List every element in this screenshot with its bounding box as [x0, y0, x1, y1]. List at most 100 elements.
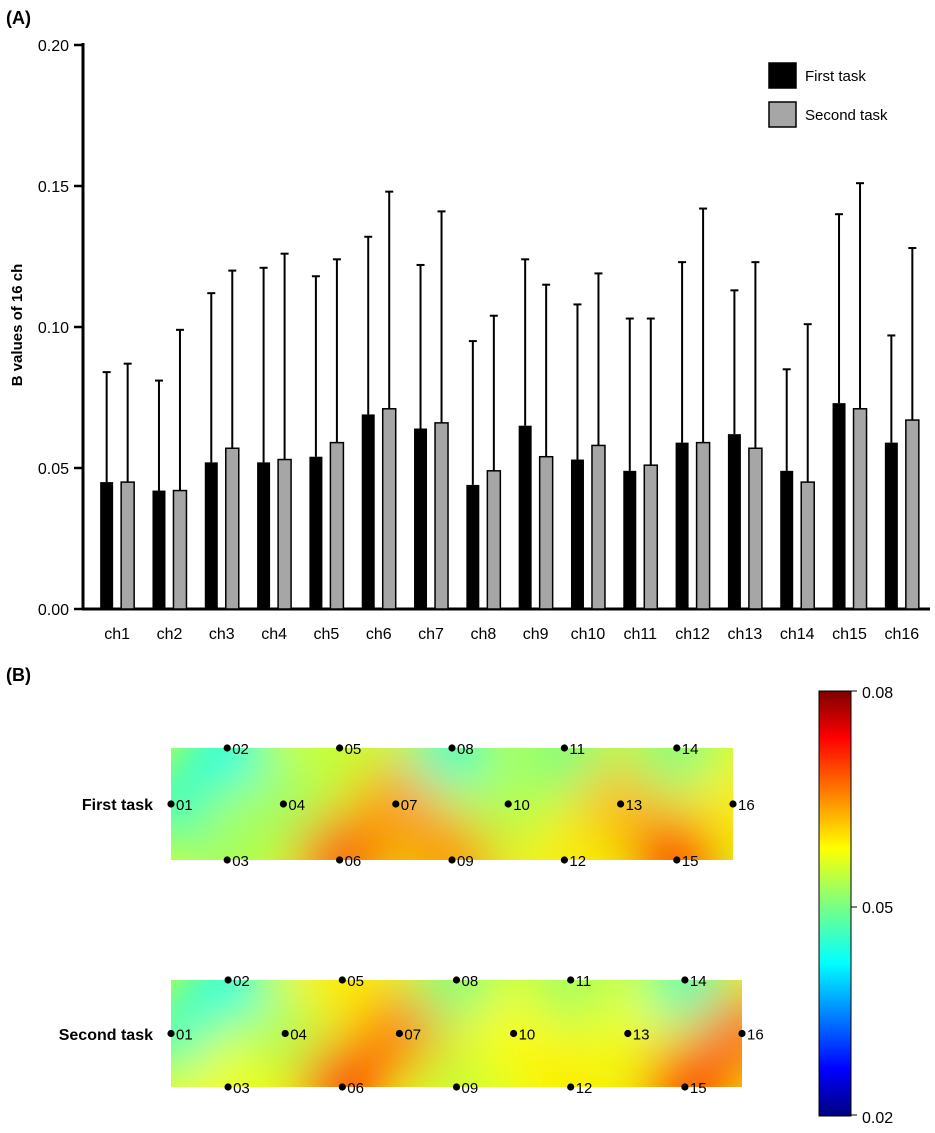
channel-dot	[223, 744, 231, 752]
channel-dot	[452, 976, 461, 984]
heatmap-second-task: 01 02 03 04 05 06 07 08 09 10 11 12 13 14 15 16	[167, 973, 764, 1097]
bar-second-task-ch14	[800, 481, 815, 610]
channel-dot	[279, 800, 287, 808]
channel-dot	[392, 800, 400, 808]
bar-first-task-ch4	[257, 462, 271, 609]
bar-first-task-ch10	[570, 459, 584, 609]
y-tick-label: 0.10	[38, 320, 69, 337]
panel-a-label: (A)	[6, 8, 31, 28]
legend-label-second-task: Second task	[805, 107, 888, 124]
channel-dot	[624, 1029, 632, 1038]
heatmap-title-first-task: First task	[82, 797, 153, 814]
bar-first-task-ch16	[884, 442, 898, 609]
heatmap-blob-ch01	[171, 762, 213, 846]
channel-dot	[448, 856, 456, 864]
colorbar-label-max: 0.08	[862, 685, 893, 702]
channel-dot	[336, 856, 344, 864]
bar-first-task-ch7	[414, 428, 428, 609]
channel-label: 12	[576, 1080, 593, 1097]
x-tick-label: ch5	[314, 626, 340, 643]
channel-label: 10	[513, 797, 530, 814]
bar-second-task-ch5	[329, 441, 345, 610]
bar-second-task-ch10	[591, 444, 606, 610]
channel-dot	[224, 1083, 232, 1091]
channel-dot	[395, 1029, 403, 1038]
y-tick-label: 0.20	[38, 38, 69, 55]
bar-second-task-ch9	[538, 455, 554, 610]
heatmap-blob-ch03	[186, 1045, 271, 1087]
bar-second-task-ch6	[381, 408, 397, 610]
channel-label: 04	[290, 1027, 307, 1044]
channel-label: 02	[232, 741, 249, 758]
channel-dot	[338, 976, 346, 984]
channel-label: 09	[462, 1080, 479, 1097]
bar-second-task-ch15	[852, 408, 868, 610]
channel-dot	[336, 744, 344, 752]
channel-dot	[338, 1083, 346, 1091]
channel-dot	[567, 976, 575, 984]
bar-first-task-ch2	[152, 490, 166, 609]
x-tick-label: ch16	[884, 626, 919, 643]
heatmap-first-task: 01 02 03 04 05 06 07 08 09 10 11 12 13 14 15 16	[167, 741, 755, 870]
heatmap-blob-ch06	[300, 1045, 385, 1087]
bar-second-task-ch16	[905, 419, 920, 610]
heatmap-surface	[171, 748, 733, 860]
bar-second-task-ch7	[434, 422, 449, 610]
channel-dot	[560, 856, 569, 864]
heatmap-blob-ch09	[414, 1045, 499, 1087]
bar-first-task-ch8	[466, 484, 480, 609]
x-tick-label: ch14	[780, 626, 815, 643]
x-axis: ch1 ch2 ch3 ch4 ch5 ch6 ch7 ch8 ch9 ch10 ch11 ch12 c…	[82, 607, 930, 643]
heatmap-title-second-task: Second task	[59, 1027, 153, 1044]
bar-second-task-ch3	[225, 447, 240, 610]
bar-first-task-ch15	[832, 403, 846, 609]
channel-label: 14	[682, 741, 699, 758]
heatmap-blob-ch12	[522, 818, 607, 860]
channel-dot	[673, 856, 681, 864]
channel-label: 15	[690, 1080, 707, 1097]
channel-label: 08	[457, 741, 474, 758]
channel-dot	[729, 800, 737, 808]
bars	[100, 403, 920, 610]
bar-second-task-ch13	[748, 447, 763, 610]
x-tick-label: ch4	[261, 626, 287, 643]
channel-label: 08	[462, 973, 479, 990]
colorbar-label-min: 0.02	[862, 1110, 893, 1127]
channel-label: 05	[345, 741, 362, 758]
channel-label: 07	[404, 1027, 421, 1044]
channel-dot	[167, 1029, 175, 1038]
bar-second-task-ch4	[277, 458, 292, 610]
heatmap-blob-ch05	[300, 980, 385, 1022]
bar-second-task-ch8	[486, 470, 502, 610]
bar-first-task-ch14	[780, 470, 794, 609]
channel-label: 16	[738, 797, 755, 814]
channel-label: 05	[347, 973, 364, 990]
channel-dot	[560, 744, 569, 752]
colorbar: 0.08 0.05 0.02	[818, 685, 893, 1127]
x-tick-label: ch3	[209, 626, 235, 643]
heatmap-blob-ch16	[691, 762, 733, 846]
channel-dot	[223, 856, 231, 864]
bar-first-task-ch13	[727, 434, 741, 609]
panel-b-label: (B)	[6, 665, 31, 685]
legend: First task Second task	[768, 62, 888, 128]
channel-dot	[673, 744, 681, 752]
heatmap-blob-ch05	[297, 748, 382, 790]
bar-first-task-ch9	[518, 425, 532, 609]
colorbar-label-mid: 0.05	[862, 900, 893, 917]
bar-first-task-ch12	[675, 442, 689, 609]
x-tick-label: ch10	[571, 626, 606, 643]
channel-dot	[738, 1029, 746, 1038]
channel-label: 06	[347, 1080, 364, 1097]
heatmaps: First task Second task 01020304050607080…	[59, 741, 764, 1097]
legend-swatch-second-task	[768, 101, 797, 128]
x-tick-label: ch13	[728, 626, 763, 643]
channel-label: 15	[682, 853, 699, 870]
x-tick-label: ch8	[470, 626, 496, 643]
heatmap-blob-ch08	[414, 980, 499, 1022]
channel-label: 14	[690, 973, 707, 990]
channel-label: 13	[633, 1027, 650, 1044]
channel-label: 03	[232, 853, 249, 870]
y-axis: 0.00 0.05 0.10 0.15 0.20	[38, 38, 85, 619]
heatmap-blob-ch08	[410, 748, 494, 790]
